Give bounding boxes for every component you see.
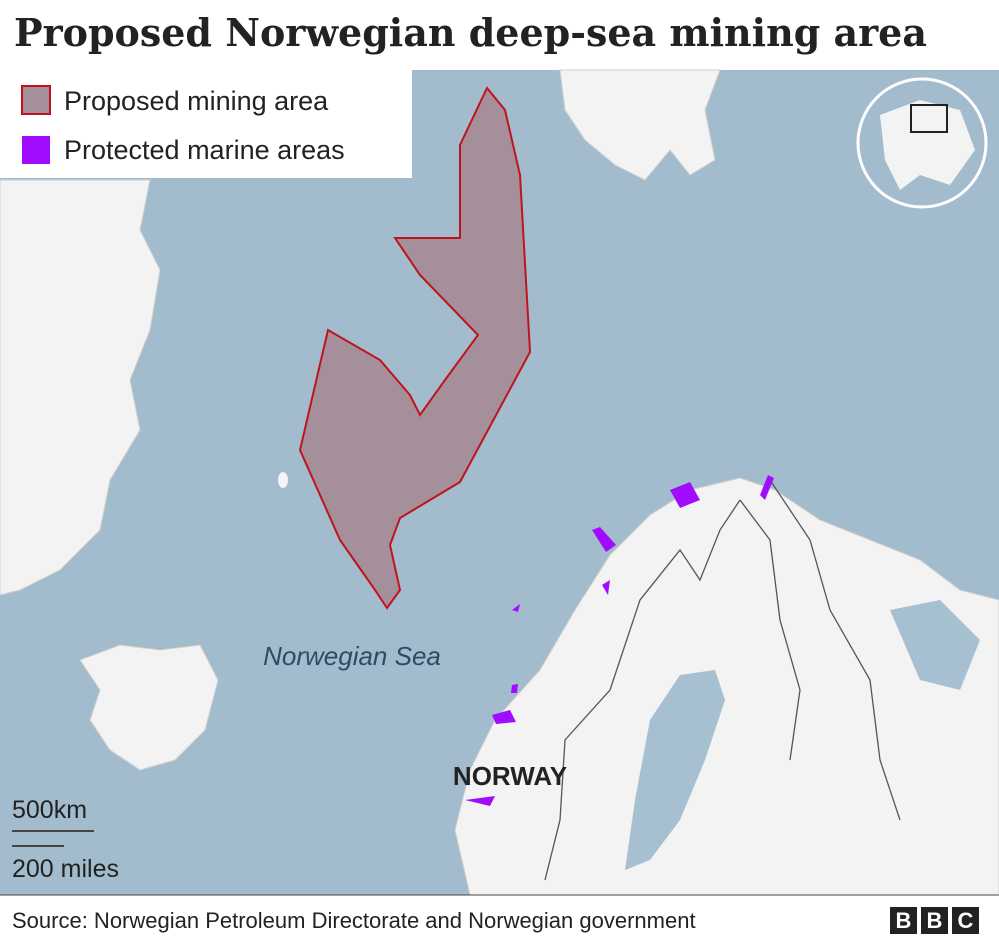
protected-area [670, 482, 700, 508]
scale-miles: 200 miles [12, 855, 119, 883]
logo-block [890, 907, 917, 934]
protected-area [492, 710, 516, 724]
map: Norwegian Sea NORWAY 500km 200 miles [0, 69, 999, 896]
jan-mayen [278, 472, 288, 488]
white-sea [890, 600, 980, 690]
gulf-of-bothnia [625, 670, 725, 870]
bbc-logo: B B C [890, 907, 979, 934]
source: Source: Norwegian Petroleum Directorate … [12, 908, 696, 933]
legend-swatch [22, 136, 50, 164]
protected-area [760, 475, 774, 500]
mining-area [298, 86, 532, 610]
title: Proposed Norwegian deep-sea mining area [14, 10, 927, 55]
iceland [79, 644, 219, 771]
sea-label: Norwegian Sea [263, 641, 441, 671]
legend: Proposed mining area Protected marine ar… [0, 70, 412, 178]
legend-swatch [21, 85, 51, 115]
svalbard [559, 69, 721, 181]
country-label: NORWAY [453, 761, 567, 791]
legend-label: Protected marine areas [64, 135, 345, 165]
logo-letter: C [958, 908, 974, 933]
protected-area [512, 604, 520, 612]
logo-block [921, 907, 948, 934]
globe-locator [910, 104, 948, 133]
logo-letter: B [896, 908, 912, 933]
protected-area [592, 527, 616, 552]
protected-area [602, 580, 610, 595]
protected-areas [465, 475, 774, 806]
finland-russia-border [769, 479, 901, 821]
legend-box [0, 70, 412, 178]
scandinavia [454, 477, 999, 896]
greenland [0, 179, 161, 596]
protected-area [511, 684, 518, 693]
globe-land [880, 100, 975, 190]
logo-letter: B [927, 908, 943, 933]
sweden-finland-border [739, 499, 801, 761]
protected-area [465, 796, 495, 806]
norway-sweden-border [544, 499, 741, 881]
logo-block [952, 907, 979, 934]
scale-km: 500km [12, 796, 87, 824]
legend-label: Proposed mining area [64, 86, 329, 116]
